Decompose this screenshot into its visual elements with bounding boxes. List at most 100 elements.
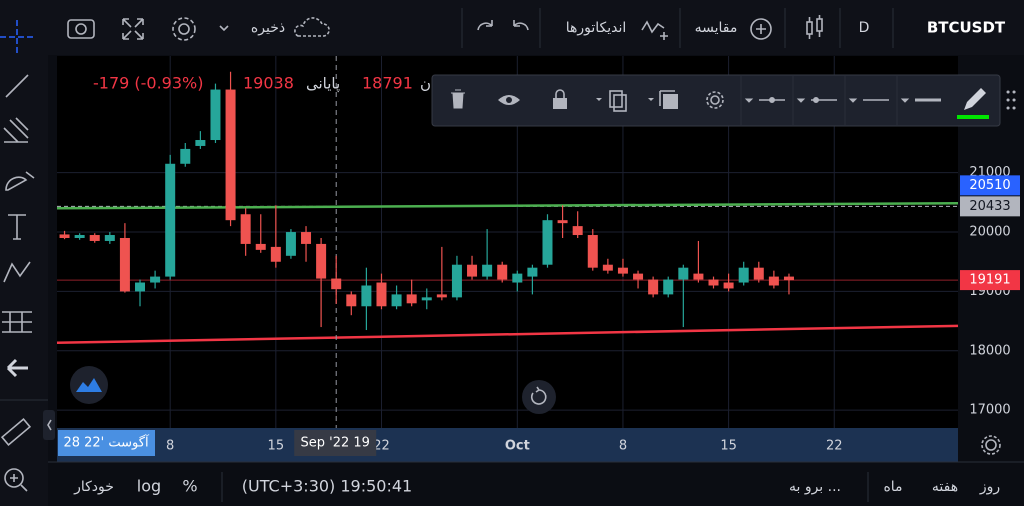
candle-body: [331, 278, 342, 290]
candle-body: [753, 267, 764, 280]
candle-body: [89, 235, 100, 241]
crosshair-tool[interactable]: [0, 20, 34, 54]
candle-body: [602, 264, 613, 271]
lock-button[interactable]: [553, 89, 567, 109]
candle-body: [482, 264, 493, 277]
prediction-tool[interactable]: [2, 311, 32, 333]
candle-body: [723, 282, 734, 289]
compare-icon: [750, 18, 772, 40]
candle-body: [527, 267, 538, 277]
settings-button[interactable]: [172, 17, 196, 41]
x-tick-label: 15: [720, 439, 737, 454]
back-button[interactable]: [6, 358, 28, 378]
scroll-label: 28 آگوست '22: [63, 434, 150, 451]
brush-tool[interactable]: [5, 171, 35, 191]
logo-button[interactable]: [70, 366, 108, 404]
legend-change: -179 (-0.93%): [93, 74, 203, 93]
ohlc-legend: -179 (-0.93%) 19038 پایانی 18791 ن: [93, 74, 431, 94]
candle-body: [497, 264, 508, 280]
candle-body: [285, 232, 296, 256]
y-tick-label: 17000: [969, 403, 1010, 418]
timezone-button[interactable]: (UTC+3:30) 19:50:41: [242, 477, 412, 496]
goto-button[interactable]: برو به ...: [789, 479, 841, 495]
legend-close-value: 19038: [243, 74, 294, 93]
ruler-tool[interactable]: [0, 418, 32, 446]
left-toolbar: [0, 0, 55, 506]
toolbar-bg: [0, 0, 1024, 55]
toolbar-collapse[interactable]: [43, 410, 55, 440]
price-label: 19191: [969, 273, 1010, 288]
trendline-tool[interactable]: [5, 74, 29, 98]
price-label-bg: [960, 175, 1020, 196]
axis-settings-button[interactable]: [981, 435, 1001, 455]
candle-body: [376, 282, 387, 307]
candle-body: [165, 163, 176, 277]
candle-body: [738, 267, 749, 283]
candle-body: [240, 214, 251, 244]
zoom-tool[interactable]: [4, 468, 28, 492]
x-tick-label: 15: [268, 439, 285, 454]
plot: [56, 56, 959, 428]
bottom-bar: خودکار log % (UTC+3:30) 19:50:41 برو به …: [48, 461, 1024, 502]
drawing-settings[interactable]: [706, 91, 724, 109]
reset-button[interactable]: [522, 380, 556, 414]
compare-button[interactable]: مقایسه: [695, 20, 738, 36]
x-tick-label: 22: [826, 439, 843, 454]
chart-type-button[interactable]: [806, 15, 823, 39]
candle-body: [59, 234, 70, 238]
layer-button[interactable]: [648, 90, 678, 109]
indicators-icon: [641, 20, 668, 40]
x-tick-label: 8: [619, 439, 627, 454]
candle-body: [436, 294, 447, 298]
drag-handle[interactable]: [1006, 90, 1016, 110]
undo-button[interactable]: [513, 20, 529, 31]
pattern-tool[interactable]: [3, 261, 31, 283]
symbol-button[interactable]: BTCUSDT: [927, 19, 1006, 37]
drawing-toolbar: [431, 74, 1016, 127]
text-tool[interactable]: [8, 214, 26, 240]
candle-body: [648, 279, 659, 295]
candle-body: [270, 246, 281, 262]
redo-button[interactable]: [477, 20, 493, 31]
clone-button[interactable]: [596, 90, 627, 112]
save-menu-arrow[interactable]: [219, 25, 229, 32]
interval-button[interactable]: D: [859, 20, 870, 36]
candle-body: [150, 276, 161, 283]
candle-body: [210, 89, 221, 141]
fullscreen-button[interactable]: [122, 18, 144, 40]
day-button[interactable]: روز: [979, 479, 1000, 495]
candle-body: [783, 276, 794, 281]
log-scale-button[interactable]: log: [137, 477, 161, 496]
candle-body: [572, 226, 583, 236]
trend-line: [56, 324, 959, 345]
price-label: 20510: [969, 178, 1010, 193]
percent-scale-button[interactable]: %: [182, 477, 197, 496]
candle-body: [225, 89, 236, 221]
x-tick-label: 8: [166, 439, 174, 454]
fib-tool[interactable]: [3, 117, 29, 143]
top-toolbar: ذخیره اندیکاتورها مقایسه D BTCUSDT: [0, 0, 1024, 55]
indicators-button[interactable]: اندیکاتورها: [566, 20, 627, 36]
price-label-bg: [960, 270, 1020, 291]
y-tick-label: 18000: [969, 343, 1010, 358]
candle-body: [693, 273, 704, 280]
delete-button[interactable]: [451, 89, 465, 109]
screenshot-button[interactable]: [67, 19, 95, 39]
week-button[interactable]: هفته: [932, 479, 958, 495]
save-button[interactable]: ذخیره: [251, 20, 285, 36]
candle-body: [663, 279, 674, 295]
scroll-label-bg: [58, 430, 155, 456]
month-button[interactable]: ماه: [883, 479, 902, 495]
candle-body: [346, 294, 357, 307]
visibility-button[interactable]: [498, 95, 520, 105]
x-axis: 8 15 22 Oct 8 15 22 Sep '22 19: [166, 430, 843, 456]
trend-line: [56, 202, 959, 210]
candle-body: [104, 235, 115, 241]
auto-scale-button[interactable]: خودکار: [73, 479, 114, 495]
candle-body: [195, 140, 206, 146]
candle-body: [467, 264, 478, 277]
candle-body: [361, 285, 372, 307]
line-color-button[interactable]: [957, 88, 989, 119]
line-style-options[interactable]: [740, 76, 941, 125]
